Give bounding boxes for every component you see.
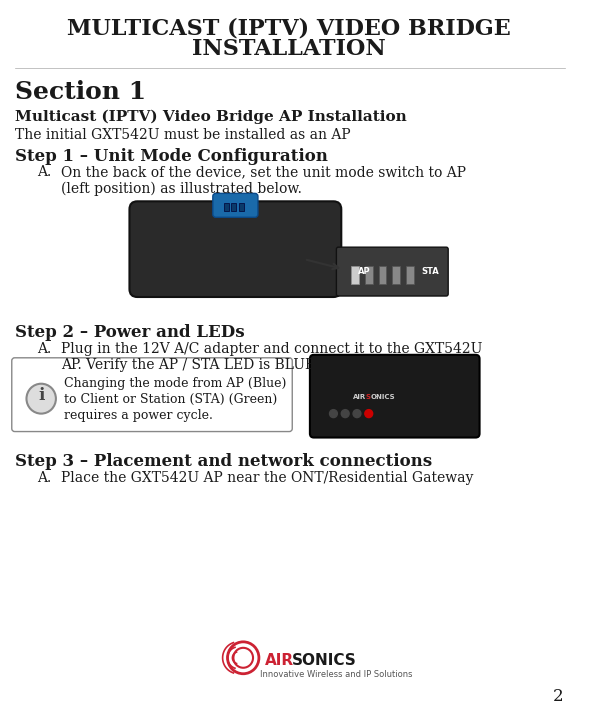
Bar xyxy=(351,266,359,284)
Bar xyxy=(223,203,229,211)
Circle shape xyxy=(27,384,56,413)
Text: to Client or Station (STA) (Green): to Client or Station (STA) (Green) xyxy=(64,393,277,406)
Text: (left position) as illustrated below.: (left position) as illustrated below. xyxy=(61,182,301,196)
Circle shape xyxy=(353,410,361,418)
Text: A.: A. xyxy=(37,165,51,179)
Circle shape xyxy=(341,410,349,418)
FancyBboxPatch shape xyxy=(310,354,479,437)
Bar xyxy=(239,203,244,211)
Bar xyxy=(232,203,236,211)
Text: Multicast (IPTV) Video Bridge AP Installation: Multicast (IPTV) Video Bridge AP Install… xyxy=(15,110,407,124)
Bar xyxy=(392,266,400,284)
FancyBboxPatch shape xyxy=(213,194,258,217)
Text: MULTICAST (IPTV) VIDEO BRIDGE: MULTICAST (IPTV) VIDEO BRIDGE xyxy=(67,18,511,40)
Text: Step 1 – Unit Mode Configuration: Step 1 – Unit Mode Configuration xyxy=(15,147,327,164)
Text: 2: 2 xyxy=(553,688,564,705)
FancyBboxPatch shape xyxy=(129,201,341,297)
Text: AIR: AIR xyxy=(353,393,366,400)
Text: INSTALLATION: INSTALLATION xyxy=(193,38,386,60)
FancyBboxPatch shape xyxy=(12,358,293,432)
Text: Changing the mode from AP (Blue): Changing the mode from AP (Blue) xyxy=(64,376,286,390)
Circle shape xyxy=(365,410,373,418)
Text: STA: STA xyxy=(422,267,440,276)
FancyBboxPatch shape xyxy=(336,247,448,296)
Text: AP. Verify the AP / STA LED is BLUE indicating AP mode.: AP. Verify the AP / STA LED is BLUE indi… xyxy=(61,358,462,372)
Text: A.: A. xyxy=(37,342,51,356)
Text: Innovative Wireless and IP Solutions: Innovative Wireless and IP Solutions xyxy=(260,670,413,679)
Text: AIR: AIR xyxy=(265,653,294,668)
Text: SONICS: SONICS xyxy=(293,653,357,668)
Bar xyxy=(379,266,387,284)
Text: requires a power cycle.: requires a power cycle. xyxy=(64,408,213,422)
Text: AP: AP xyxy=(358,267,371,276)
Text: Step 2 – Power and LEDs: Step 2 – Power and LEDs xyxy=(15,324,244,341)
Text: ONICS: ONICS xyxy=(371,393,395,400)
Bar xyxy=(406,266,414,284)
Text: The initial GXT542U must be installed as an AP: The initial GXT542U must be installed as… xyxy=(15,128,350,142)
Text: Plug in the 12V A/C adapter and connect it to the GXT542U: Plug in the 12V A/C adapter and connect … xyxy=(61,342,482,356)
Text: S: S xyxy=(366,393,371,400)
Text: A.: A. xyxy=(37,471,51,486)
Text: i: i xyxy=(38,387,44,404)
Bar xyxy=(365,266,373,284)
Text: Section 1: Section 1 xyxy=(15,79,146,104)
Text: Step 3 – Placement and network connections: Step 3 – Placement and network connectio… xyxy=(15,454,432,471)
Text: Place the GXT542U AP near the ONT/Residential Gateway: Place the GXT542U AP near the ONT/Reside… xyxy=(61,471,473,486)
Text: On the back of the device, set the unit mode switch to AP: On the back of the device, set the unit … xyxy=(61,165,466,179)
Circle shape xyxy=(330,410,337,418)
Bar xyxy=(351,266,359,284)
